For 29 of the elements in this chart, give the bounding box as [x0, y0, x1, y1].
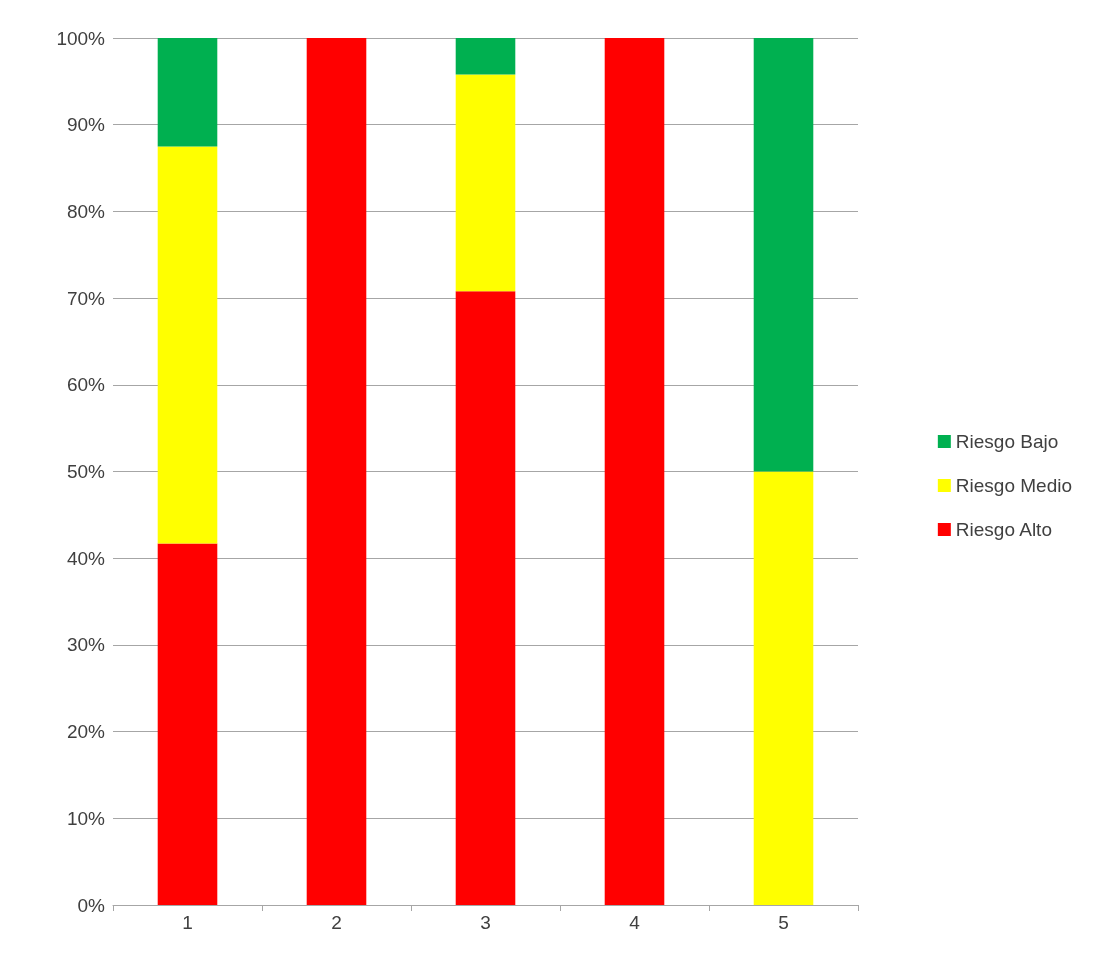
x-tick-label: 4	[629, 912, 641, 933]
bar	[455, 38, 516, 75]
x-tick-label: 2	[331, 912, 342, 933]
bar	[306, 38, 367, 905]
bar	[604, 38, 665, 905]
bar	[753, 38, 814, 472]
y-tick-label: 30%	[66, 634, 106, 656]
bar	[157, 38, 218, 147]
bar	[157, 146, 218, 544]
legend-label: Riesgo Medio	[955, 475, 1072, 496]
y-tick-label: 70%	[66, 287, 106, 309]
bar	[455, 74, 516, 292]
bar	[455, 291, 516, 905]
y-tick-label: 10%	[66, 807, 106, 829]
legend-label: Riesgo Bajo	[955, 431, 1059, 452]
x-tick-label: 5	[778, 912, 789, 933]
y-tick-label: 0%	[77, 894, 106, 916]
y-tick-label: 60%	[66, 374, 106, 396]
bar	[753, 471, 814, 905]
y-tick-label: 90%	[66, 114, 106, 136]
bar	[157, 543, 218, 905]
legend-label: Riesgo Alto	[955, 519, 1052, 540]
y-tick-label: 20%	[66, 721, 106, 743]
y-tick-label: 50%	[66, 461, 106, 482]
x-tick-label: 1	[182, 912, 193, 933]
y-tick-label: 80%	[66, 200, 106, 222]
y-tick-label: 100%	[56, 27, 106, 49]
y-tick-label: 40%	[66, 547, 106, 569]
x-tick-label: 3	[480, 912, 491, 933]
